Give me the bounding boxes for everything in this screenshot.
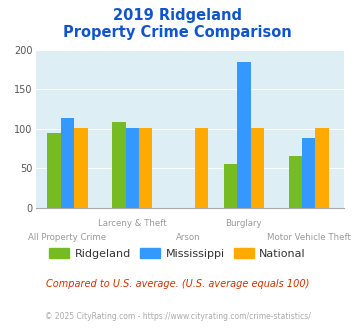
- Text: All Property Crime: All Property Crime: [28, 233, 106, 242]
- Legend: Ridgeland, Mississippi, National: Ridgeland, Mississippi, National: [49, 248, 306, 259]
- Bar: [224, 164, 237, 208]
- Text: Compared to U.S. average. (U.S. average equals 100): Compared to U.S. average. (U.S. average …: [46, 279, 309, 289]
- Bar: [112, 121, 126, 208]
- Text: Burglary: Burglary: [225, 219, 262, 228]
- Bar: [289, 156, 302, 208]
- Bar: [48, 133, 61, 208]
- Text: © 2025 CityRating.com - https://www.cityrating.com/crime-statistics/: © 2025 CityRating.com - https://www.city…: [45, 312, 310, 321]
- Bar: [74, 128, 88, 208]
- Bar: [251, 128, 264, 208]
- Bar: [315, 128, 329, 208]
- Text: Larceny & Theft: Larceny & Theft: [98, 219, 166, 228]
- Bar: [139, 128, 152, 208]
- Bar: [126, 128, 139, 208]
- Bar: [237, 62, 251, 208]
- Bar: [195, 128, 208, 208]
- Text: 2019 Ridgeland: 2019 Ridgeland: [113, 8, 242, 23]
- Text: Property Crime Comparison: Property Crime Comparison: [63, 25, 292, 40]
- Text: Arson: Arson: [176, 233, 200, 242]
- Text: Motor Vehicle Theft: Motor Vehicle Theft: [267, 233, 351, 242]
- Bar: [302, 138, 315, 208]
- Bar: [61, 118, 74, 208]
